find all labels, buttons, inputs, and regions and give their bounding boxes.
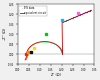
Legend: EIS data, equivalent circuit: EIS data, equivalent circuit (19, 6, 47, 16)
Y-axis label: -Z'' (Ω): -Z'' (Ω) (3, 28, 7, 40)
X-axis label: Z' (Ω): Z' (Ω) (51, 73, 61, 77)
